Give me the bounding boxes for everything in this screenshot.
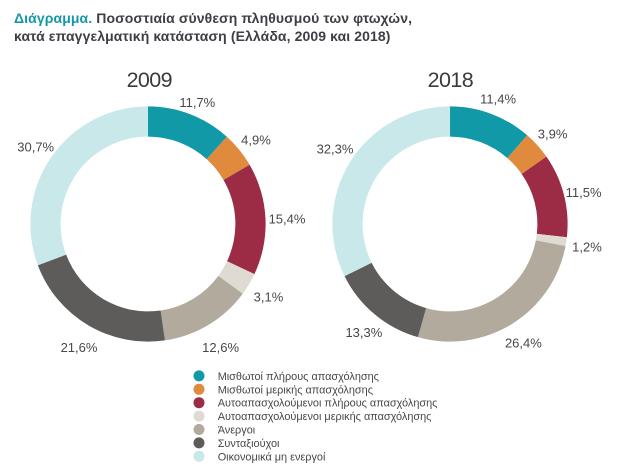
svg-text:Αυτοαπασχολούμενοι πλήρους απα: Αυτοαπασχολούμενοι πλήρους απασχόλησης — [218, 398, 438, 410]
svg-text:3,1%: 3,1% — [254, 290, 284, 305]
svg-text:30,7%: 30,7% — [17, 139, 54, 154]
svg-text:11,5%: 11,5% — [566, 185, 602, 200]
svg-text:4,9%: 4,9% — [241, 132, 271, 147]
svg-text:1,2%: 1,2% — [572, 240, 602, 255]
svg-text:13,3%: 13,3% — [345, 325, 382, 340]
svg-text:11,4%: 11,4% — [480, 92, 516, 107]
svg-text:2018: 2018 — [428, 68, 474, 92]
svg-text:Συνταξιούχοι: Συνταξιούχοι — [218, 438, 280, 450]
svg-text:Άνεργοι: Άνεργοι — [218, 425, 256, 437]
svg-text:Μισθωτοί μερικής απασχόλησης: Μισθωτοί μερικής απασχόλησης — [218, 384, 373, 396]
svg-text:3,9%: 3,9% — [538, 127, 568, 142]
svg-text:26,4%: 26,4% — [505, 336, 542, 351]
svg-text:21,6%: 21,6% — [61, 340, 98, 355]
svg-text:2009: 2009 — [127, 68, 172, 92]
svg-text:Αυτοαπασχολούμενοι μερικής απα: Αυτοαπασχολούμενοι μερικής απασχόλησης — [218, 411, 432, 423]
svg-text:Μισθωτοί πλήρους απασχόλησης: Μισθωτοί πλήρους απασχόλησης — [218, 371, 379, 383]
svg-text:15,4%: 15,4% — [269, 212, 306, 227]
svg-text:32,3%: 32,3% — [317, 142, 354, 157]
svg-text:12,6%: 12,6% — [202, 340, 239, 355]
svg-text:Οικονομικά μη ενεργοί: Οικονομικά μη ενεργοί — [218, 451, 326, 463]
svg-text:11,7%: 11,7% — [179, 95, 215, 110]
